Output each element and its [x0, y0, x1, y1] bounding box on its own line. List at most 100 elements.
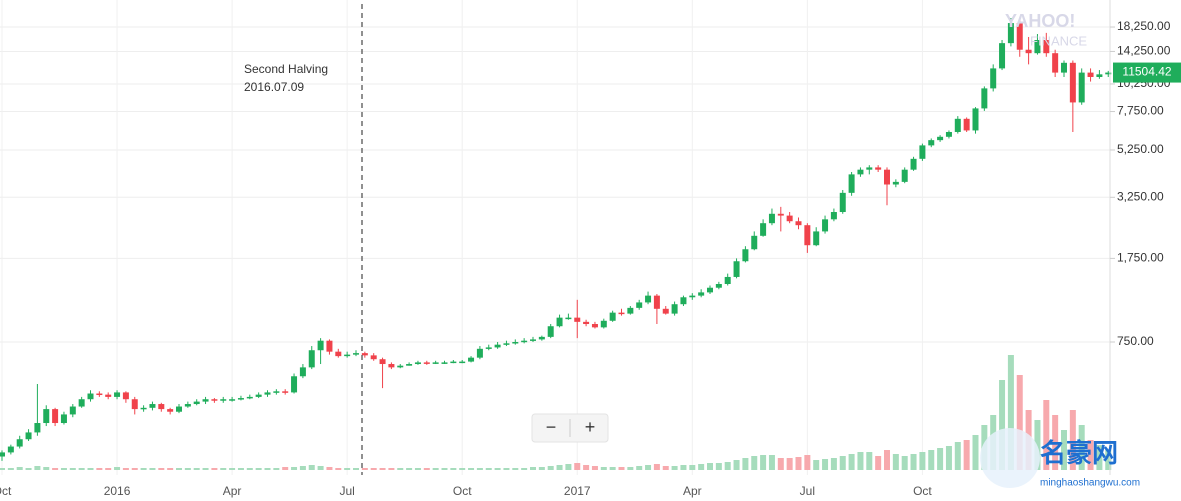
- volume-bar: [370, 468, 377, 470]
- volume-bar: [848, 454, 855, 470]
- zoom-out[interactable]: −: [546, 417, 557, 437]
- volume-bar: [574, 463, 581, 470]
- candle-body: [1007, 23, 1014, 44]
- volume-bar: [60, 468, 67, 470]
- candle-body: [680, 297, 687, 305]
- candle-body: [43, 409, 50, 424]
- volume-bar: [229, 468, 236, 470]
- y-tick-label: 750.00: [1117, 334, 1154, 348]
- candle-body: [751, 235, 758, 250]
- volume-bar: [662, 466, 669, 470]
- candle-body: [299, 367, 306, 377]
- candle-body: [291, 376, 298, 393]
- candle-body: [609, 312, 616, 321]
- candle-body: [813, 231, 820, 246]
- x-tick-label: Jul: [339, 484, 354, 498]
- candle-body: [423, 362, 430, 364]
- candle-body: [406, 364, 413, 366]
- x-tick-label: 2016: [104, 484, 131, 498]
- candle-body: [476, 348, 483, 358]
- volume-bar: [114, 467, 121, 470]
- y-tick-label: 3,250.00: [1117, 189, 1164, 203]
- volume-bar: [211, 468, 218, 470]
- volume-bar: [246, 468, 253, 470]
- candle-body: [282, 391, 289, 393]
- candle-body: [1052, 53, 1059, 73]
- candle-body: [963, 118, 970, 131]
- candle-body: [892, 181, 899, 185]
- y-tick-label: 5,250.00: [1117, 142, 1164, 156]
- zoom-in[interactable]: +: [585, 417, 596, 437]
- volume-bar: [0, 468, 5, 470]
- candle-body: [450, 361, 457, 364]
- candle-body: [1016, 23, 1023, 50]
- volume-layer: [0, 355, 1112, 470]
- volume-bar: [689, 465, 696, 470]
- candle-body: [326, 340, 333, 352]
- candle-body: [220, 399, 227, 401]
- volume-bar: [220, 468, 227, 470]
- volume-bar: [1105, 450, 1112, 470]
- candle-body: [1069, 62, 1076, 103]
- candle-body: [742, 249, 749, 262]
- volume-bar: [432, 468, 439, 470]
- volume-bar: [1052, 415, 1059, 470]
- volume-bar: [928, 450, 935, 470]
- candle-body: [246, 396, 253, 399]
- candle-body: [1043, 40, 1050, 54]
- volume-bar: [131, 468, 138, 470]
- candle-body: [379, 359, 386, 365]
- volume-bar: [7, 468, 14, 470]
- candle-body: [397, 365, 404, 368]
- x-tick-label: 2017: [564, 484, 591, 498]
- candle-body: [990, 68, 997, 89]
- candle-body: [335, 351, 342, 357]
- price-label: 11504.42: [1122, 65, 1171, 79]
- candle-body: [237, 398, 244, 400]
- volume-bar: [786, 458, 793, 470]
- candle-body: [875, 167, 882, 170]
- volume-bar: [1043, 400, 1050, 470]
- candle-body: [167, 409, 174, 412]
- volume-bar: [600, 467, 607, 470]
- y-tick-label: 14,250.00: [1117, 44, 1171, 58]
- volume-bar: [69, 468, 76, 470]
- candle-body: [777, 213, 784, 216]
- volume-bar: [954, 442, 961, 470]
- candle-body: [1096, 74, 1103, 77]
- volume-bar: [742, 458, 749, 470]
- volume-bar: [459, 468, 466, 470]
- volume-bar: [96, 468, 103, 470]
- volume-bar: [583, 465, 590, 470]
- volume-bar: [167, 468, 174, 470]
- volume-bar: [822, 459, 829, 470]
- candle-body: [7, 446, 14, 453]
- candle-body: [698, 292, 705, 296]
- volume-bar: [512, 468, 519, 470]
- candle-body: [96, 393, 103, 396]
- volume-bar: [255, 468, 262, 470]
- y-tick-label: 18,250.00: [1117, 19, 1171, 33]
- volume-bar: [476, 468, 483, 470]
- candle-body: [105, 394, 112, 397]
- candle-body: [583, 321, 590, 325]
- volume-bar: [963, 440, 970, 470]
- volume-bar: [423, 468, 430, 470]
- volume-bar: [910, 454, 917, 470]
- volume-bar: [866, 452, 873, 470]
- volume-bar: [777, 458, 784, 470]
- candle-body: [25, 432, 32, 440]
- zoom-control[interactable]: − +: [531, 413, 609, 443]
- volume-bar: [361, 468, 368, 470]
- candle-body: [954, 118, 961, 132]
- candle-body: [149, 404, 156, 408]
- candle-body: [202, 399, 209, 402]
- y-tick-label: 1,750.00: [1117, 251, 1164, 265]
- candle-body: [760, 223, 767, 236]
- candle-body: [715, 284, 722, 288]
- volume-bar: [308, 465, 315, 470]
- candle-body: [0, 452, 5, 457]
- candle-body: [919, 145, 926, 159]
- volume-bar: [547, 466, 554, 470]
- volume-bar: [414, 468, 421, 470]
